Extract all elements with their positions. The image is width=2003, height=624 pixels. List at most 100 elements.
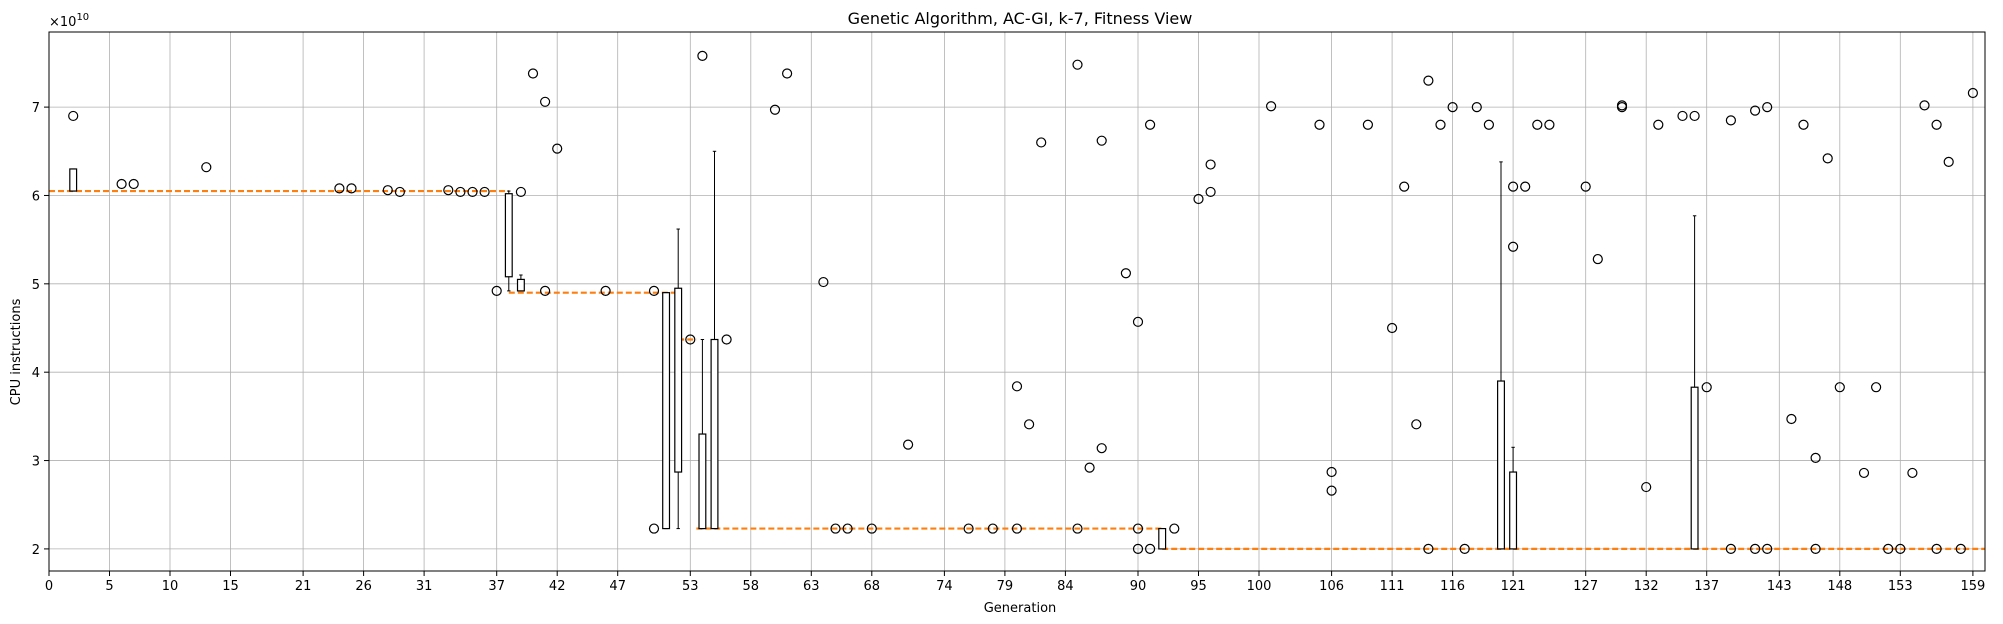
outlier-point: [1641, 481, 1652, 493]
outlier-point: [1023, 419, 1035, 430]
x-axis-label: Generation: [984, 601, 1057, 616]
outlier-point: [648, 285, 660, 296]
x-tick-label: 121: [1501, 579, 1526, 594]
x-tick-label: 132: [1634, 579, 1659, 594]
outlier-point: [648, 523, 660, 534]
box: [698, 433, 707, 530]
outlier-point: [455, 186, 466, 198]
outlier-point: [1447, 102, 1458, 113]
x-tick-label: 31: [416, 579, 433, 594]
y-offset-label: ×1010: [49, 12, 89, 30]
outlier-point: [685, 334, 696, 345]
outlier-point: [1435, 119, 1446, 130]
outlier-point: [68, 110, 79, 122]
outlier-point: [1822, 153, 1833, 164]
outlier-point: [1096, 443, 1107, 454]
outlier-point: [1677, 110, 1688, 122]
outlier-point: [1580, 181, 1591, 192]
y-tick-label: 4: [32, 366, 40, 381]
x-tick-label: 37: [488, 579, 505, 594]
outlier-point: [1931, 543, 1942, 555]
outlier-point: [201, 162, 212, 173]
x-tick-label: 127: [1573, 579, 1598, 594]
x-tick-label: 111: [1380, 579, 1405, 594]
x-tick-label: 148: [1827, 579, 1852, 594]
box: [1497, 380, 1505, 550]
outlier-point: [1895, 543, 1906, 555]
outlier-point: [1205, 186, 1216, 198]
outlier-point: [830, 523, 841, 534]
outlier-point: [1810, 543, 1821, 555]
outlier-point: [1399, 181, 1410, 192]
x-tick-label: 153: [1888, 579, 1913, 594]
outlier-point: [467, 186, 478, 198]
outlier-point: [539, 96, 551, 107]
outlier-point: [1786, 413, 1797, 425]
box: [662, 292, 671, 530]
outlier-point: [1072, 59, 1083, 70]
outlier-point: [769, 104, 781, 115]
outlier-point: [116, 178, 127, 190]
outlier-point: [1011, 381, 1023, 392]
outlier-point: [1762, 543, 1773, 555]
outlier-point: [443, 185, 454, 196]
x-tick-label: 42: [549, 579, 566, 594]
outlier-point: [491, 285, 502, 296]
outlier-point: [866, 523, 877, 534]
outlier-point: [1507, 241, 1519, 252]
outlier-point: [1314, 119, 1325, 130]
outlier-point: [1725, 543, 1737, 555]
outlier-point: [902, 439, 914, 450]
outlier-point: [1725, 115, 1737, 126]
outlier-point: [1870, 382, 1882, 393]
x-tick-label: 116: [1440, 579, 1465, 594]
outlier-point: [1096, 135, 1107, 146]
outlier-point: [382, 185, 393, 196]
outlier-point: [515, 186, 527, 198]
x-tick-label: 26: [355, 579, 372, 594]
outlier-point: [1205, 159, 1216, 170]
outlier-point: [1689, 110, 1700, 122]
outlier-point: [1532, 119, 1543, 130]
x-tick-label: 68: [864, 579, 881, 594]
x-tick-label: 58: [743, 579, 760, 594]
outlier-point: [1132, 543, 1144, 555]
plot-frame: [48, 31, 1986, 572]
outlier-point: [539, 285, 551, 296]
outlier-point: [1967, 87, 1979, 99]
outlier-point: [1362, 119, 1374, 130]
outlier-point: [1520, 181, 1531, 192]
y-tick-label: 7: [32, 101, 40, 116]
x-tick-label: 5: [105, 579, 113, 594]
x-tick-label: 10: [162, 579, 179, 594]
y-tick-label: 3: [32, 455, 40, 470]
outlier-point: [1858, 467, 1870, 479]
outlier-point: [1144, 119, 1156, 130]
outlier-point: [1072, 523, 1083, 534]
outlier-point: [1084, 462, 1095, 473]
outlier-point: [721, 334, 732, 345]
outlier-point: [1544, 119, 1555, 130]
outlier-point: [697, 50, 708, 61]
y-tick-label: 6: [32, 189, 40, 204]
outlier-point: [600, 285, 611, 296]
outlier-point: [527, 68, 539, 79]
x-tick-label: 143: [1767, 579, 1792, 594]
box: [674, 287, 683, 473]
outlier-point: [1701, 382, 1712, 393]
outlier-point: [1036, 137, 1047, 148]
box: [1158, 527, 1167, 550]
outlier-point: [781, 68, 793, 79]
outlier-point: [1483, 119, 1495, 130]
box: [504, 193, 513, 278]
outlier-point: [334, 183, 345, 194]
x-tick-label: 15: [222, 579, 239, 594]
outlier-point: [1326, 485, 1337, 496]
box: [69, 168, 78, 192]
outlier-point: [1326, 466, 1337, 478]
y-tick-label: 5: [32, 278, 40, 293]
x-tick-label: 106: [1319, 579, 1344, 594]
outlier-point: [1749, 105, 1761, 116]
outlier-point: [1883, 543, 1894, 555]
